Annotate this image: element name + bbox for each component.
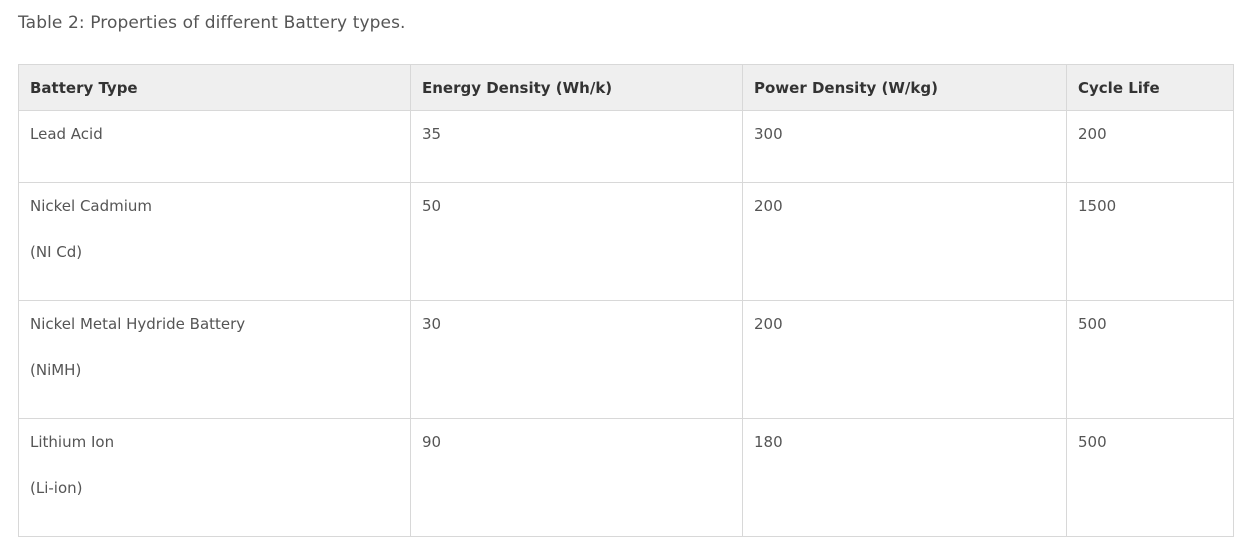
battery-type-name: Lead Acid <box>30 125 103 143</box>
table-caption: Table 2: Properties of different Battery… <box>18 13 406 33</box>
cell-cycle-life: 200 <box>1066 110 1234 183</box>
table-row: Nickel Cadmium (NI Cd) 50 200 1500 <box>18 182 1234 301</box>
table-row: Lead Acid 35 300 200 <box>18 110 1234 183</box>
battery-type-abbreviation: (Li-ion) <box>30 479 83 497</box>
cell-power-density: 200 <box>742 300 1067 419</box>
cell-power-density: 180 <box>742 418 1067 537</box>
cell-cycle-life: 500 <box>1066 418 1234 537</box>
cell-energy-density: 35 <box>410 110 743 183</box>
cell-energy-density: 90 <box>410 418 743 537</box>
battery-type-name: Nickel Cadmium <box>30 197 153 215</box>
cell-battery-type: Lead Acid <box>18 110 411 183</box>
cell-battery-type: Lithium Ion (Li-ion) <box>18 418 411 537</box>
cell-cycle-life: 1500 <box>1066 182 1234 301</box>
battery-type-name: Nickel Metal Hydride Battery <box>30 315 246 333</box>
cell-energy-density: 30 <box>410 300 743 419</box>
table-row: Lithium Ion (Li-ion) 90 180 500 <box>18 418 1234 537</box>
header-cycle-life: Cycle Life <box>1066 64 1234 111</box>
battery-type-name: Lithium Ion <box>30 433 115 451</box>
battery-properties-table: Battery Type Energy Density (Wh/k) Power… <box>18 64 1234 537</box>
cell-power-density: 200 <box>742 182 1067 301</box>
cell-cycle-life: 500 <box>1066 300 1234 419</box>
cell-energy-density: 50 <box>410 182 743 301</box>
cell-battery-type: Nickel Cadmium (NI Cd) <box>18 182 411 301</box>
header-energy-density: Energy Density (Wh/k) <box>410 64 743 111</box>
header-power-density: Power Density (W/kg) <box>742 64 1067 111</box>
table-header-row: Battery Type Energy Density (Wh/k) Power… <box>18 64 1234 111</box>
cell-power-density: 300 <box>742 110 1067 183</box>
cell-battery-type: Nickel Metal Hydride Battery (NiMH) <box>18 300 411 419</box>
battery-type-abbreviation: (NI Cd) <box>30 243 83 261</box>
header-battery-type: Battery Type <box>18 64 411 111</box>
table-row: Nickel Metal Hydride Battery (NiMH) 30 2… <box>18 300 1234 419</box>
battery-type-abbreviation: (NiMH) <box>30 361 82 379</box>
